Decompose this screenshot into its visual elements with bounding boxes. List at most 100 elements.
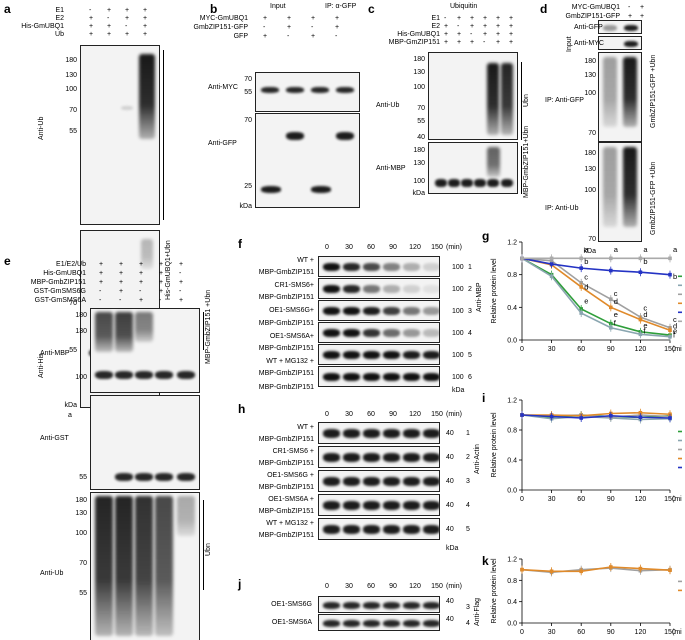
band xyxy=(363,263,380,271)
sign-mark: + xyxy=(139,261,144,268)
mw-marker: 70 xyxy=(244,117,252,124)
sign-mark: + xyxy=(125,31,130,38)
data-point xyxy=(520,567,524,572)
band xyxy=(383,329,400,337)
sign-mark: + xyxy=(457,15,462,22)
antibody-label: Anti-Ub xyxy=(376,102,400,109)
condition-label: MBP-GmbZIP151 xyxy=(258,345,314,352)
sign-mark: + xyxy=(509,23,514,30)
band xyxy=(343,602,360,609)
condition-label: WT + xyxy=(297,424,314,431)
significance-letter: f xyxy=(614,318,617,327)
mw-marker: 100 xyxy=(75,530,87,537)
data-point xyxy=(520,256,524,261)
time-point: 150 xyxy=(431,583,443,590)
band xyxy=(336,132,354,140)
sign-mark: - xyxy=(99,297,102,304)
band xyxy=(323,453,340,462)
band xyxy=(95,371,113,379)
ubiquitin-smear xyxy=(623,57,637,127)
x-tick-label: 150 xyxy=(664,346,676,353)
y-tick-label: 0.0 xyxy=(507,488,517,495)
band xyxy=(403,329,420,337)
significance-letter: e xyxy=(673,326,677,335)
band xyxy=(323,620,340,627)
band xyxy=(403,307,420,315)
data-point xyxy=(609,325,613,330)
mw-marker: 70 xyxy=(69,300,77,307)
band xyxy=(115,473,133,481)
sign-mark: + xyxy=(125,15,130,22)
blot-d-gfp xyxy=(598,20,642,34)
condition-label: MBP-GmbZIP151 xyxy=(258,320,314,327)
chart-g: 0.0 0.4 0.8 1.2 0 30 60 90 120 150(min) Relative p… xyxy=(491,240,682,353)
condition-label: MBP-GmbZIP151 xyxy=(258,484,314,491)
blot-h-row xyxy=(318,446,440,468)
ubiquitin-smear xyxy=(603,57,617,127)
data-point xyxy=(638,410,643,415)
row-number: 5 xyxy=(466,526,470,533)
x-tick-label: 150 xyxy=(664,629,676,636)
data-point xyxy=(609,268,613,273)
time-point: 120 xyxy=(409,244,421,251)
band xyxy=(323,602,340,609)
antibody-label: Anti-Ub xyxy=(38,116,45,140)
sign-mark: + xyxy=(119,288,124,295)
y-tick-label: 0.0 xyxy=(507,338,517,345)
band xyxy=(363,453,380,462)
condition-label: MYC-GmUBQ1 xyxy=(199,15,248,22)
band xyxy=(403,620,420,627)
antibody-label: Anti-GFP xyxy=(208,140,237,147)
band xyxy=(261,87,279,93)
data-point xyxy=(579,416,583,420)
sign-mark: + xyxy=(457,31,462,38)
band xyxy=(363,525,380,534)
significance-letter: f xyxy=(673,331,676,340)
band xyxy=(311,87,329,93)
band xyxy=(363,351,380,359)
product-label: His-GmUBQ1+Ubn xyxy=(165,240,172,300)
sign-mark: + xyxy=(263,33,268,40)
mw-marker: 55 xyxy=(417,118,425,125)
band xyxy=(423,351,439,359)
band xyxy=(403,351,420,359)
kda-label: kDa xyxy=(239,203,252,210)
significance-letter: d xyxy=(614,297,618,306)
band xyxy=(135,371,153,379)
band xyxy=(423,285,439,293)
panel-label-g: g xyxy=(482,229,490,243)
ubiquitin-smear xyxy=(135,496,153,636)
antibody-label: Anti-MYC xyxy=(574,40,604,47)
sign-mark: + xyxy=(139,270,144,277)
band xyxy=(423,429,439,438)
blot-e-ub xyxy=(90,492,200,640)
condition-label: OE1-SMS6G+ xyxy=(269,307,314,314)
condition-label: E2 xyxy=(431,23,440,30)
data-point xyxy=(549,569,554,574)
ubiquitin-smear xyxy=(115,312,133,352)
blot-f-row xyxy=(318,366,440,387)
blot-d-ip-gfp xyxy=(598,52,642,142)
group-label: Ubiquitin xyxy=(450,3,478,10)
sign-mark: + xyxy=(335,15,340,22)
sign-mark: + xyxy=(143,31,148,38)
band xyxy=(323,307,340,315)
x-tick-label: 120 xyxy=(635,496,647,503)
band xyxy=(343,351,360,359)
x-axis-label: (min) xyxy=(672,496,682,503)
time-unit: (min) xyxy=(446,244,462,251)
mw-marker: 55 xyxy=(69,128,77,135)
ubiquitin-smear xyxy=(177,496,195,536)
x-tick-label: 60 xyxy=(577,629,585,636)
data-point xyxy=(638,566,643,571)
series-line-2 xyxy=(521,257,671,338)
sign-mark: + xyxy=(311,15,316,22)
ubiquitin-smear xyxy=(135,312,153,342)
band xyxy=(363,307,380,315)
time-unit: (min) xyxy=(446,583,462,590)
group-label: Input xyxy=(270,3,286,10)
y-tick-label: 1.2 xyxy=(507,557,517,564)
ubiquitin-smear xyxy=(487,63,499,135)
data-point xyxy=(668,256,672,261)
product-label: MBP-GmbZIP151 +Ubn xyxy=(205,289,212,364)
